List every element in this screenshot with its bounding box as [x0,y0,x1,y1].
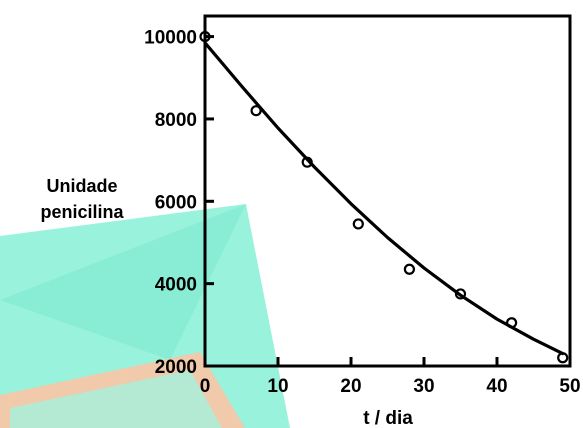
x-tick-label: 20 [340,376,361,397]
y-axis-label-line2: penicilina [40,202,124,222]
y-tick-label: 8000 [155,110,197,131]
x-tick-label: 50 [559,376,580,397]
data-point [301,156,313,168]
data-point [454,288,467,300]
mint-decoration-facet [0,204,246,360]
y-tick-label: 10000 [144,28,197,49]
data-point [199,30,211,43]
peach-decoration-inner [10,370,222,428]
data-points-layer [199,30,569,364]
data-point [250,105,262,117]
y-tick-label: 2000 [155,357,197,378]
x-axis-ticks: 0 10 20 30 40 50 [200,357,581,397]
background-decoration [0,204,290,428]
y-axis-label-line1: Unidade [46,176,117,196]
y-tick-label: 6000 [155,192,197,213]
x-tick-label: 0 [200,376,211,397]
y-tick-label: 4000 [155,275,197,296]
data-point [403,263,415,275]
x-tick-label: 10 [267,376,288,397]
x-axis-label: t / dia [363,408,413,428]
x-tick-label: 30 [413,376,434,397]
x-tick-label: 40 [486,376,507,397]
data-point [506,317,518,329]
data-point [352,218,364,230]
y-axis-ticks: 2000 4000 6000 8000 10000 [144,28,214,378]
plot-frame [203,14,572,368]
data-point [557,352,569,364]
